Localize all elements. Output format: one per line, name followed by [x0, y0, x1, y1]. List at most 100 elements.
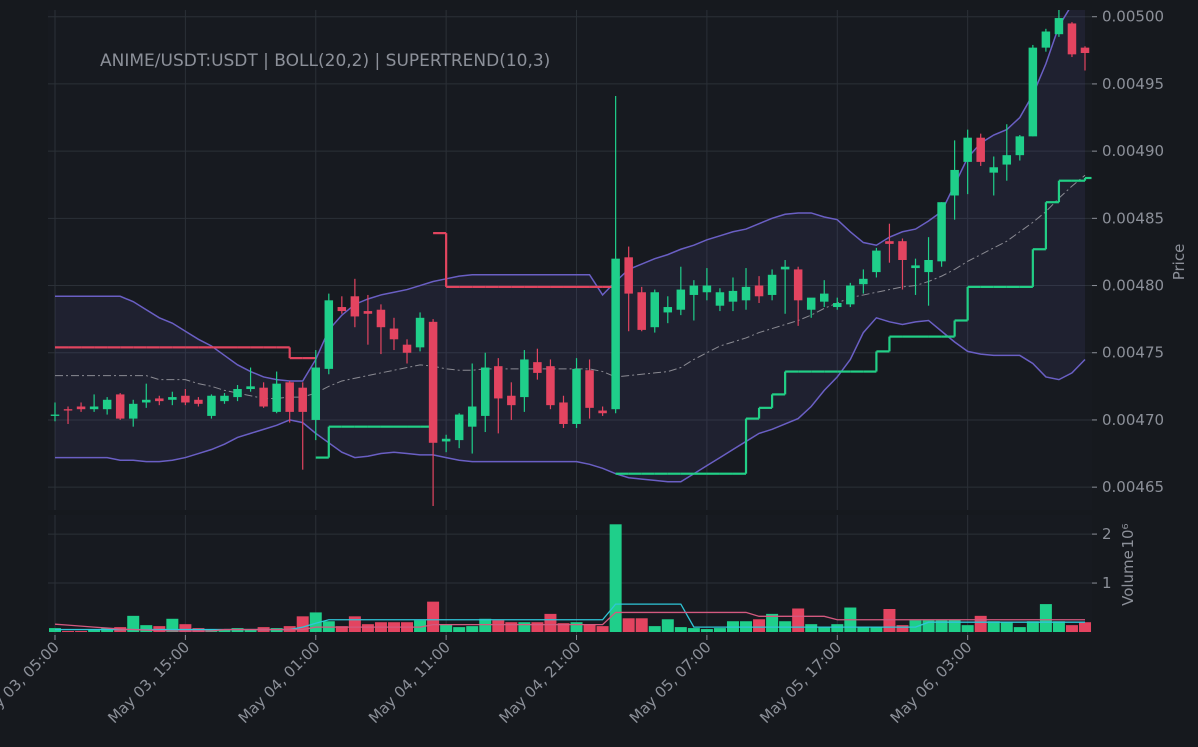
candle-body	[102, 399, 112, 410]
candle-body	[546, 366, 555, 406]
candle-body	[115, 394, 125, 419]
y-tick-label: 0.00495	[1102, 75, 1164, 93]
candle-body	[819, 293, 829, 302]
candle-body	[598, 410, 607, 414]
volume-bar	[687, 628, 700, 632]
candle-body	[481, 367, 490, 416]
volume-bar	[1026, 621, 1039, 632]
volume-bar	[570, 622, 583, 632]
volume-bar	[127, 615, 140, 632]
y-tick-label: 1	[1102, 574, 1112, 592]
candle-body	[846, 285, 855, 305]
volume-bar	[974, 615, 987, 632]
candle-body	[572, 368, 581, 424]
candle-body	[376, 309, 386, 328]
y-tick-label: 2	[1102, 525, 1112, 543]
volume-bar	[622, 618, 635, 632]
volume-bar	[583, 624, 596, 632]
candle-body	[976, 137, 985, 162]
candle-body	[194, 399, 203, 404]
volume-bar	[935, 620, 948, 632]
candle-body	[76, 406, 86, 410]
chart-title: ANIME/USDT:USDT | BOLL(20,2) | SUPERTREN…	[100, 51, 550, 71]
candle-body	[872, 250, 881, 273]
volume-bar	[1065, 625, 1078, 632]
candle-body	[494, 366, 503, 399]
candle-body	[702, 285, 712, 293]
candle-body	[311, 367, 321, 420]
candles	[50, 10, 1090, 506]
y-tick-label: 0.00465	[1102, 478, 1164, 496]
candle-body	[337, 307, 347, 312]
candle-body	[533, 362, 542, 373]
candle-body	[402, 344, 412, 353]
candle-body	[767, 274, 777, 295]
volume	[49, 524, 1091, 632]
volume-bar	[609, 524, 622, 632]
candle-body	[780, 266, 790, 270]
candle-body	[833, 303, 842, 308]
candle-body	[415, 317, 425, 348]
volume-bar	[753, 619, 766, 632]
supertrend	[55, 176, 1092, 475]
volume-scale-label: 10⁶	[1119, 523, 1137, 548]
volume-bar	[62, 631, 75, 632]
candle-body	[650, 292, 659, 328]
volume-bar	[674, 627, 687, 632]
volume-bar	[505, 622, 518, 632]
volume-bar	[909, 620, 922, 632]
price-panel	[48, 10, 1092, 510]
candle-body	[715, 292, 725, 306]
volume-bar	[883, 608, 896, 632]
y-tick-label: 0.00500	[1102, 8, 1164, 26]
y-tick-label: 0.00475	[1102, 344, 1164, 362]
y-axis-label: Price	[1170, 244, 1188, 281]
candle-body	[676, 289, 686, 310]
volume-bar	[440, 624, 453, 632]
volume-bar	[1039, 604, 1052, 632]
volume-bar	[961, 625, 974, 632]
volume-bar	[244, 629, 257, 632]
y-tick-label: 0.00470	[1102, 411, 1164, 429]
volume-bar	[713, 628, 726, 632]
candle-body	[1054, 18, 1064, 35]
volume-bar	[1052, 621, 1065, 632]
volume-bar	[870, 627, 883, 632]
volume-bar	[1013, 627, 1026, 632]
volume-bar	[596, 626, 609, 632]
candle-body	[207, 395, 216, 416]
candle-body	[181, 395, 190, 403]
candle-body	[428, 321, 438, 443]
volume-bar	[479, 618, 492, 632]
candle-body	[363, 311, 373, 314]
candle-body	[1041, 31, 1051, 48]
candle-body	[741, 286, 751, 301]
candle-body	[898, 241, 907, 260]
candle-body	[950, 169, 959, 196]
candle-body	[689, 285, 699, 295]
candle-body	[520, 359, 529, 398]
candle-body	[467, 406, 477, 427]
candle-body	[272, 383, 281, 412]
bollinger-bands	[55, 10, 1086, 483]
volume-bar	[635, 618, 648, 632]
volume-bar	[88, 629, 101, 632]
volume-bar	[648, 626, 661, 632]
bollinger-middle	[55, 174, 1086, 399]
candle-body	[1080, 47, 1090, 54]
volume-bar	[1000, 622, 1013, 632]
candle-body	[989, 167, 998, 173]
candle-body	[754, 285, 764, 297]
y-tick-label: 0.00480	[1102, 277, 1164, 295]
candle-body	[507, 395, 516, 406]
candle-body	[793, 269, 803, 301]
volume-ma-line	[54, 611, 1085, 632]
volume-bar	[453, 627, 466, 632]
candle-body	[298, 387, 307, 412]
volume-bar	[531, 622, 544, 632]
candle-body	[454, 414, 464, 441]
volume-bar	[1079, 622, 1091, 632]
volume-bar	[987, 621, 1000, 632]
candle-body	[637, 292, 646, 330]
